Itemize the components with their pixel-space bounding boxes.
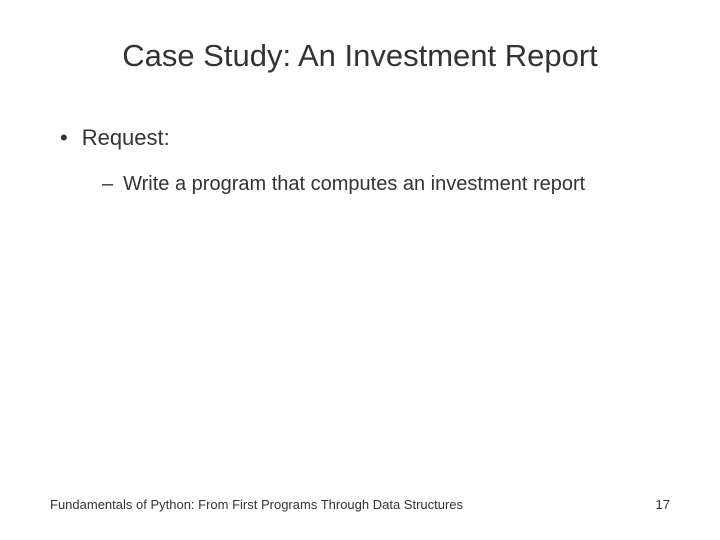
slide-footer: Fundamentals of Python: From First Progr…	[50, 497, 670, 512]
bullet-l1-text: Request:	[82, 124, 170, 153]
footer-page-number: 17	[656, 497, 670, 512]
slide-container: Case Study: An Investment Report • Reque…	[0, 0, 720, 540]
bullet-l2-text: Write a program that computes an investm…	[123, 171, 585, 197]
footer-book-title: Fundamentals of Python: From First Progr…	[50, 497, 463, 512]
bullet-level-1: • Request:	[60, 124, 670, 153]
bullet-l1-marker: •	[60, 124, 68, 153]
bullet-l2-marker: –	[102, 171, 113, 197]
bullet-level-2: – Write a program that computes an inves…	[102, 171, 670, 197]
slide-title: Case Study: An Investment Report	[50, 38, 670, 74]
